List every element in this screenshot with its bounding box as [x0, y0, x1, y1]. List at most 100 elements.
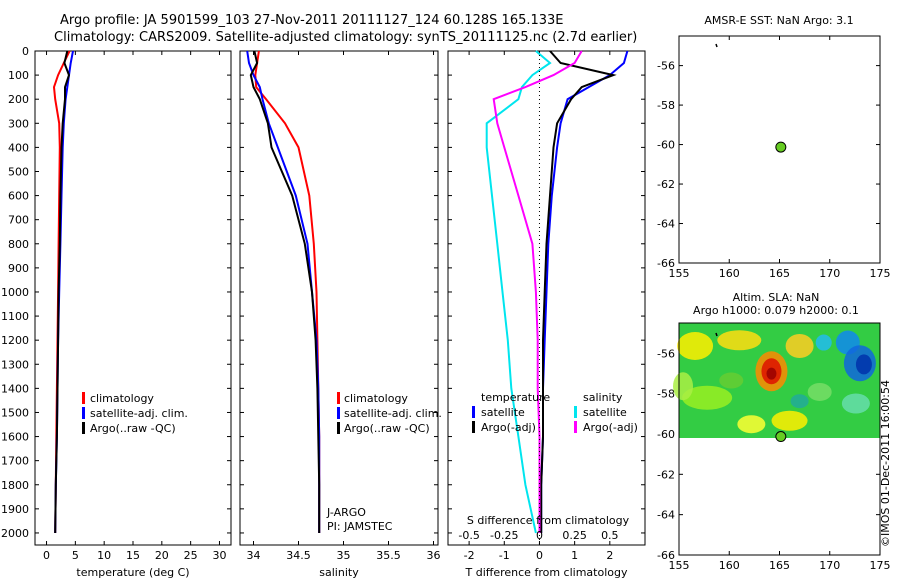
sst-xtick-label: 155: [669, 267, 690, 280]
diff-legend-swatch: [574, 406, 577, 418]
sst-map-panel: 155 160 165 170 175 -56 -58 -60 -62 -64 -66 AMSR-E …: [657, 14, 890, 280]
sla-heatmap-cell: [771, 410, 808, 431]
diff-salinity-axis-label: S difference from climatology: [467, 514, 630, 527]
sla-xtick-label: 155: [669, 559, 690, 572]
diff-series-line-3: [492, 50, 583, 533]
sal-legend-swatch: [337, 392, 340, 404]
sst-ytick-label: -56: [657, 60, 675, 73]
sla-xtick-label: 170: [819, 559, 840, 572]
sla-heatmap-cell: [717, 330, 762, 351]
temp-legend-swatch: [82, 392, 85, 404]
diff-salinity-tick-label: -0.5: [458, 529, 479, 542]
sal-legend-label: climatology: [344, 392, 408, 405]
depth-tick-label: 1400: [1, 382, 29, 395]
sst-xtick-label: 175: [870, 267, 891, 280]
diff-legend-swatch: [472, 406, 475, 418]
difference-profile-panel: -2 -1 0 1 2 T difference from climatology -0.5…: [447, 50, 646, 579]
sla-map-subtitle: Argo h1000: 0.079 h2000: 0.1: [693, 304, 859, 317]
sla-heatmap-cell: [855, 354, 872, 375]
sal-xtick-label: 34: [247, 549, 261, 562]
sla-heatmap-cell: [841, 393, 870, 414]
diff-legend-swatch: [472, 421, 475, 433]
diff-legend-label: Argo(-adj): [583, 421, 638, 434]
sla-heatmap-cell: [719, 372, 744, 389]
sla-map-panel: 155 160 165 170 175 -56 -58 -60 -62 -64 -66 Altim. …: [657, 291, 890, 572]
depth-tick-label: 200: [8, 93, 29, 106]
sal-legend-swatch: [337, 422, 340, 434]
depth-tick-label: 1000: [1, 286, 29, 299]
depth-tick-label: 700: [8, 214, 29, 227]
sla-heatmap-cell: [766, 367, 777, 380]
diff-xtick-label: -2: [464, 549, 475, 562]
temp-series-line-2: [54, 50, 71, 534]
diff-salinity-tick-label: -0.25: [490, 529, 518, 542]
temp-xtick-label: 0: [43, 549, 50, 562]
temp-xtick-label: 5: [72, 549, 79, 562]
depth-tick-label: 1600: [1, 431, 29, 444]
diff-xtick-label: 1: [571, 549, 578, 562]
sla-heatmap: [673, 323, 880, 438]
depth-tick-label: 1800: [1, 479, 29, 492]
temp-legend-label: climatology: [90, 392, 154, 405]
sst-ytick-label: -62: [657, 178, 675, 191]
depth-tick-label: 300: [8, 117, 29, 130]
sla-ytick-label: -66: [657, 549, 675, 562]
sla-ytick-label: -58: [657, 388, 675, 401]
diff-xtick-label: 0: [536, 549, 543, 562]
diff-xtick-label: -1: [499, 549, 510, 562]
temp-xtick-label: 10: [97, 549, 111, 562]
depth-tick-label: 600: [8, 190, 29, 203]
depth-tick-label: 1500: [1, 406, 29, 419]
sla-ytick-label: -64: [657, 509, 675, 522]
temp-xtick-label: 30: [212, 549, 226, 562]
sla-xtick-label: 175: [870, 559, 891, 572]
temp-x-axis-label: temperature (deg C): [76, 566, 189, 579]
sla-heatmap-cell: [785, 333, 814, 358]
diff-x-axis-label: T difference from climatology: [465, 566, 628, 579]
depth-tick-label: 100: [8, 69, 29, 82]
sst-ytick-label: -66: [657, 257, 675, 270]
sst-map-title: AMSR-E SST: NaN Argo: 3.1: [704, 14, 853, 27]
sla-heatmap-cell: [737, 415, 766, 434]
sst-ytick-label: -64: [657, 218, 675, 231]
sla-map-coast-mark: [715, 332, 718, 337]
temp-legend-swatch: [82, 422, 85, 434]
depth-tick-label: 2000: [1, 527, 29, 540]
sst-xtick-label: 170: [819, 267, 840, 280]
diff-legend-label: Argo(-adj): [481, 421, 536, 434]
temp-plot-frame: [34, 50, 232, 546]
diff-legend-title-salinity: salinity: [583, 391, 623, 404]
depth-tick-label: 500: [8, 165, 29, 178]
temperature-profile-panel: 0100200300400500600700800900100011001200…: [1, 45, 232, 579]
sst-ytick-label: -60: [657, 139, 675, 152]
diff-salinity-tick-label: 0.5: [601, 529, 619, 542]
sla-ytick-label: -60: [657, 428, 675, 441]
figure-title-line2: Climatology: CARS2009. Satellite-adjuste…: [54, 30, 637, 45]
diff-salinity-tick-label: 0.25: [562, 529, 587, 542]
sst-map-coast-mark: [715, 43, 718, 48]
sal-xtick-label: 34.5: [286, 549, 311, 562]
diff-xtick-label: 2: [606, 549, 613, 562]
sla-map-title: Altim. SLA: NaN: [733, 291, 820, 304]
sst-xtick-label: 165: [769, 267, 790, 280]
sla-map-frame-outline: [678, 322, 881, 556]
depth-tick-label: 800: [8, 238, 29, 251]
sal-series-line-2: [249, 50, 321, 533]
diff-legend-title-temperature: temperature: [481, 391, 550, 404]
sla-heatmap-cell: [677, 331, 714, 360]
depth-tick-label: 400: [8, 141, 29, 154]
diff-legend-label: satellite: [583, 406, 627, 419]
diff-salinity-tick-label: 0: [536, 529, 543, 542]
depth-tick-label: 900: [8, 262, 29, 275]
temp-legend-label: satellite-adj. clim.: [90, 407, 188, 420]
sla-heatmap-cell: [673, 372, 694, 401]
temp-legend-swatch: [82, 407, 85, 419]
sla-xtick-label: 160: [719, 559, 740, 572]
sla-argo-position-marker: [775, 431, 787, 443]
sst-argo-position-marker: [775, 141, 787, 153]
sla-heatmap-cell: [790, 394, 809, 409]
sla-ytick-label: -62: [657, 468, 675, 481]
temp-legend-label: Argo(..raw -QC): [90, 422, 176, 435]
sal-xtick-label: 35: [337, 549, 351, 562]
